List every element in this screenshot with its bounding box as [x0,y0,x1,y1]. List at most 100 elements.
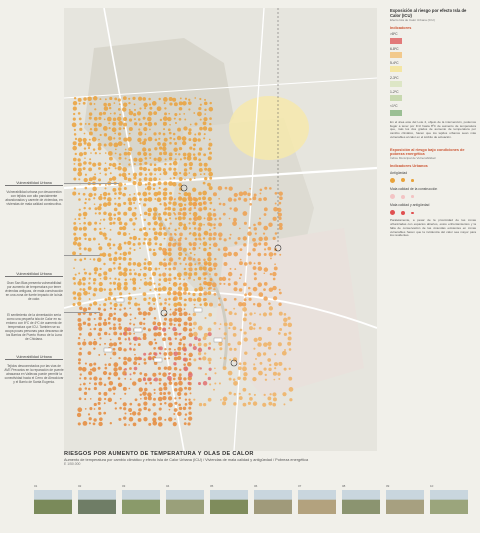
heat-dot [142,242,146,245]
heat-dot [83,217,86,220]
heat-dot [169,123,171,126]
heat-dot [241,302,247,307]
heat-dot [122,402,127,407]
heat-dot [177,307,183,313]
heat-dot [173,282,176,285]
heat-dot [243,298,247,302]
heat-dot [127,177,132,182]
heat-dot [177,286,183,291]
heat-dot [108,291,113,296]
heat-dot [202,190,207,196]
heat-dot [279,253,282,256]
heat-dot [138,178,142,182]
heat-dot [283,367,287,371]
heat-dot [92,293,96,297]
heat-dot [158,187,161,190]
heat-dot [142,391,147,396]
heat-dot [242,317,247,322]
heat-dot [233,402,237,406]
heat-dot [147,312,151,316]
heat-dot [148,248,152,252]
heat-dot [118,326,122,330]
heat-dot [233,297,237,301]
photo-number: 04 [166,484,170,488]
heat-dot [227,370,233,376]
heat-dot [158,261,163,266]
heat-dot [220,399,222,401]
heat-dot [248,226,251,230]
heat-dot [208,286,212,290]
heat-dot [203,217,206,220]
heat-dot [172,422,177,427]
heat-dot [188,262,193,267]
heat-dot [143,322,146,325]
heat-dot [208,186,213,191]
mala-calidad-dots [390,194,476,200]
heat-dot [107,212,113,217]
heat-dot [72,141,77,146]
heat-dot [129,402,133,406]
heat-dot [94,323,97,326]
heat-dot [242,211,248,216]
heat-dot [287,341,292,346]
heat-dot [227,342,231,346]
heat-dot [223,322,228,327]
heat-dot [174,142,178,145]
heat-dot [109,357,112,359]
subtitle: Aumento de temperatura por cambio climát… [64,458,309,462]
heat-dot [143,317,146,321]
heat-dot [122,167,128,172]
heat-dot [172,282,178,287]
heat-dot [207,357,212,362]
heat-dot [102,191,108,197]
heat-dot [228,186,233,191]
heat-dot [97,366,101,370]
heat-dot [99,203,102,207]
heat-dot [209,122,212,126]
heat-dot [159,302,163,306]
heat-dot [268,367,272,372]
heat-dot [158,378,162,382]
heat-dot [97,397,102,402]
photo-image [342,490,380,514]
heat-dot [239,248,243,252]
heat-dot [117,187,122,191]
heat-dot [168,112,171,115]
heat-dot [108,312,113,318]
heat-dot [152,251,157,257]
heat-dot [263,288,266,291]
heat-dot [277,342,282,347]
heat-dot [158,407,162,411]
heat-dot [152,216,157,221]
heat-dot [207,256,212,262]
heat-dot [188,328,193,332]
heat-dot [218,277,223,281]
heat-dot [169,322,173,326]
heat-dot [128,97,131,100]
heat-dot [73,282,76,285]
heat-dot [147,136,153,142]
heat-dot [122,226,127,231]
heat-dot [128,163,131,166]
heat-dot [219,357,222,359]
heat-dot [173,213,177,216]
heat-dot [138,363,141,366]
heat-dot [78,217,81,221]
heat-dot [178,101,183,106]
heat-dot [144,133,147,136]
heat-dot [88,198,91,201]
heat-dot [174,198,176,200]
heat-dot [147,241,152,246]
heat-dot [239,328,243,332]
heat-dot [138,237,141,241]
heat-dot [103,271,108,276]
heat-dot [77,322,82,327]
heat-dot [223,356,227,360]
heat-dot [82,211,88,217]
heat-dot [102,321,108,326]
heat-dot [129,236,132,240]
heat-dot [189,146,193,150]
heat-dot [164,218,168,222]
heat-dot [219,347,223,351]
heat-dot [87,317,91,321]
